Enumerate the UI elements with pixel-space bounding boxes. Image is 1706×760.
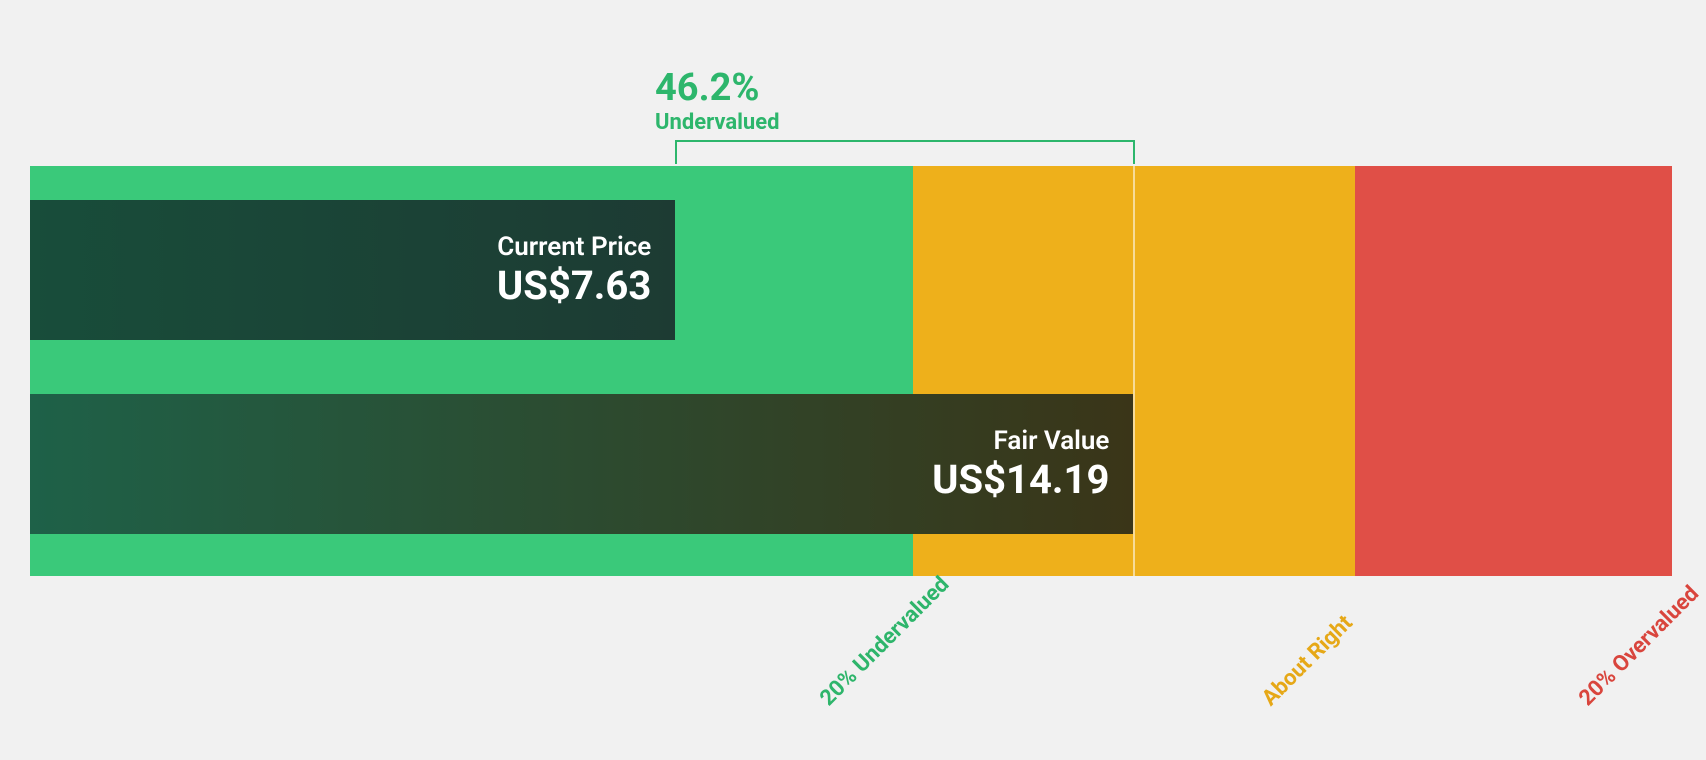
undervalued-pct: 46.2% <box>655 68 780 110</box>
callout-bracket-tick <box>1133 140 1135 164</box>
undervalued-sub: Undervalued <box>655 110 780 136</box>
bar-fair_value-label: Fair Value <box>994 426 1110 457</box>
bar-fair_value-value: US$14.19 <box>932 458 1109 502</box>
region-overvalued <box>1355 166 1672 576</box>
undervalued-callout: 46.2%Undervalued <box>655 68 780 136</box>
bar-fair_value: Fair ValueUS$14.19 <box>30 394 1133 534</box>
callout-bracket-tick <box>675 140 677 164</box>
region-label-overvalued: 20% Overvalued <box>1574 581 1704 711</box>
valuation-chart: Current PriceUS$7.63 Fair ValueUS$14.19 46… <box>0 0 1706 760</box>
fair-value-divider <box>1133 166 1135 576</box>
bar-current_price: Current PriceUS$7.63 <box>30 200 675 340</box>
bar-current_price-label: Current Price <box>497 232 651 263</box>
callout-bracket-line <box>675 140 1133 142</box>
region-label-about_right: About Right <box>1257 611 1357 711</box>
region-label-undervalued: 20% Undervalued <box>816 572 955 711</box>
bar-current_price-value: US$7.63 <box>497 264 651 308</box>
